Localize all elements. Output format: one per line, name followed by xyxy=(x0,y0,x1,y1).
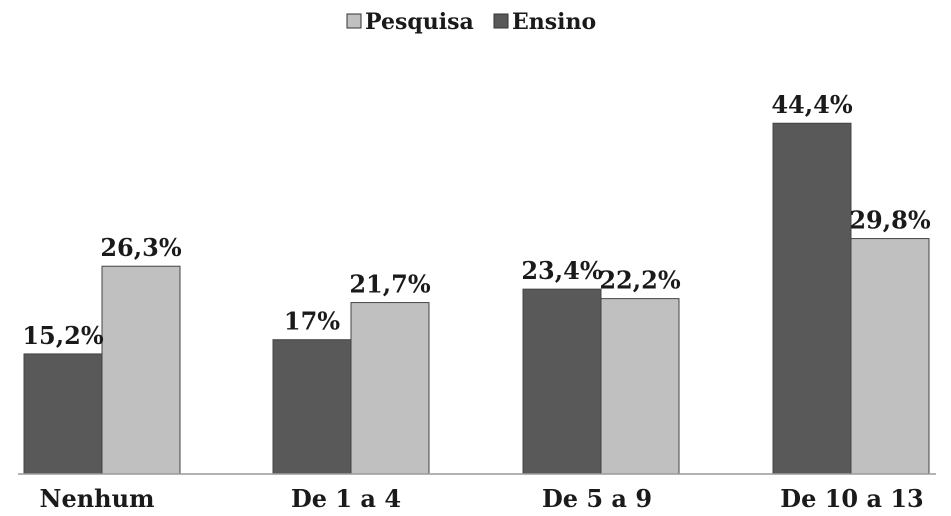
data-label-pesquisa-de-5-a-9: 22,2% xyxy=(599,266,680,295)
data-label-pesquisa-nenhum: 26,3% xyxy=(100,233,181,262)
category-label-de-10-a-13: De 10 a 13 xyxy=(780,484,924,513)
legend-swatch-pesquisa xyxy=(346,13,362,29)
bar-ensino-de-5-a-9 xyxy=(522,288,602,475)
category-labels-group: Nenhum De 1 a 4 De 5 a 9 De 10 a 13 xyxy=(40,484,924,513)
data-label-pesquisa-de-10-a-13: 29,8% xyxy=(849,206,930,235)
bar-ensino-nenhum xyxy=(23,353,103,475)
category-label-de-1-a-4: De 1 a 4 xyxy=(291,484,401,513)
legend-label-ensino: Ensino xyxy=(512,9,596,35)
bar-pesquisa-de-10-a-13 xyxy=(850,238,930,475)
bar-ensino-de-1-a-4 xyxy=(272,339,352,475)
data-label-ensino-de-1-a-4: 17% xyxy=(284,307,340,336)
data-label-ensino-nenhum: 15,2% xyxy=(22,321,103,350)
bars-group xyxy=(23,122,930,475)
legend: Pesquisa Ensino xyxy=(346,9,596,35)
category-label-nenhum: Nenhum xyxy=(40,484,155,513)
bar-pesquisa-de-5-a-9 xyxy=(600,298,680,475)
legend-label-pesquisa: Pesquisa xyxy=(365,9,474,35)
data-label-ensino-de-5-a-9: 23,4% xyxy=(521,256,602,285)
data-label-ensino-de-10-a-13: 44,4% xyxy=(771,90,852,119)
data-label-pesquisa-de-1-a-4: 21,7% xyxy=(349,270,430,299)
category-label-de-5-a-9: De 5 a 9 xyxy=(542,484,652,513)
bar-ensino-de-10-a-13 xyxy=(772,122,852,475)
bar-pesquisa-de-1-a-4 xyxy=(350,302,430,475)
bar-pesquisa-nenhum xyxy=(101,265,181,475)
value-labels-group: 15,2% 26,3% 17% 21,7% 23,4%22,2% 44,4% 29,8% xyxy=(22,90,930,350)
legend-swatch-ensino xyxy=(493,13,509,29)
